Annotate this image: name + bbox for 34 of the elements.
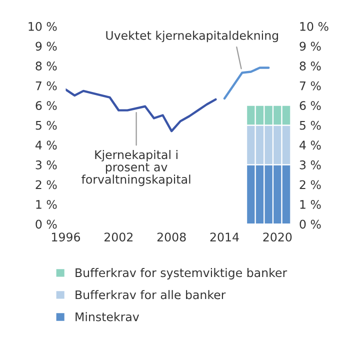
y2-tick-label: 10 % [300, 22, 328, 31]
annotation: Uvektet kjernekapitaldekning [106, 30, 278, 42]
y2-tick-label: 9 % [300, 42, 321, 51]
y-tick-label: 7 % [36, 81, 57, 90]
y2-tick-label: 7 % [300, 81, 321, 90]
x-tick-label: 2014 [210, 232, 239, 242]
legend-label: Minstekrav [76, 312, 140, 322]
line-series [66, 88, 217, 132]
y-tick-label: 10 % [28, 22, 57, 31]
y-tick-label: 8 % [36, 62, 57, 70]
x-tick-label: 1996 [52, 232, 80, 242]
y-tick-label: 1 % [36, 200, 57, 209]
y-tick-label: 6 % [36, 101, 57, 110]
y2-tick-label: 3 % [300, 160, 321, 170]
x-tick-label: 2008 [157, 232, 186, 242]
y-tick-label: 9 % [36, 42, 57, 51]
y-tick-label: 0 % [36, 220, 57, 229]
y-tick-label: 4 % [36, 140, 57, 150]
y2-tick-label: 5 % [300, 120, 321, 130]
y-tick-label: 3 % [36, 160, 57, 170]
y-tick-label: 5 % [36, 120, 57, 130]
line-series [223, 66, 270, 100]
y2-tick-label: 8 % [300, 62, 321, 70]
y2-tick-label: 4 % [300, 140, 321, 150]
annotation: Kjernekapital i prosent av forvaltningskapital [82, 150, 190, 186]
legend-label: Bufferkrav for alle banker [76, 290, 226, 300]
x-tick-label: 2002 [104, 232, 132, 242]
y2-tick-label: 2 % [300, 180, 321, 190]
y2-tick-label: 6 % [300, 101, 321, 110]
legend-label: Bufferkrav for systemviktige banker [76, 268, 288, 280]
y-tick-label: 2 % [36, 180, 57, 190]
x-tick-label: 2020 [263, 232, 292, 242]
y2-tick-label: 0 % [300, 220, 321, 229]
y2-tick-label: 1 % [300, 200, 321, 209]
